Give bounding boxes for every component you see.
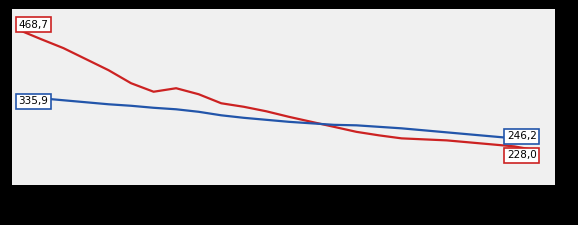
Text: 246,2: 246,2 xyxy=(507,131,537,141)
Text: 468,7: 468,7 xyxy=(18,20,48,30)
Text: 335,9: 335,9 xyxy=(18,96,48,106)
Text: 228,0: 228,0 xyxy=(507,150,537,160)
